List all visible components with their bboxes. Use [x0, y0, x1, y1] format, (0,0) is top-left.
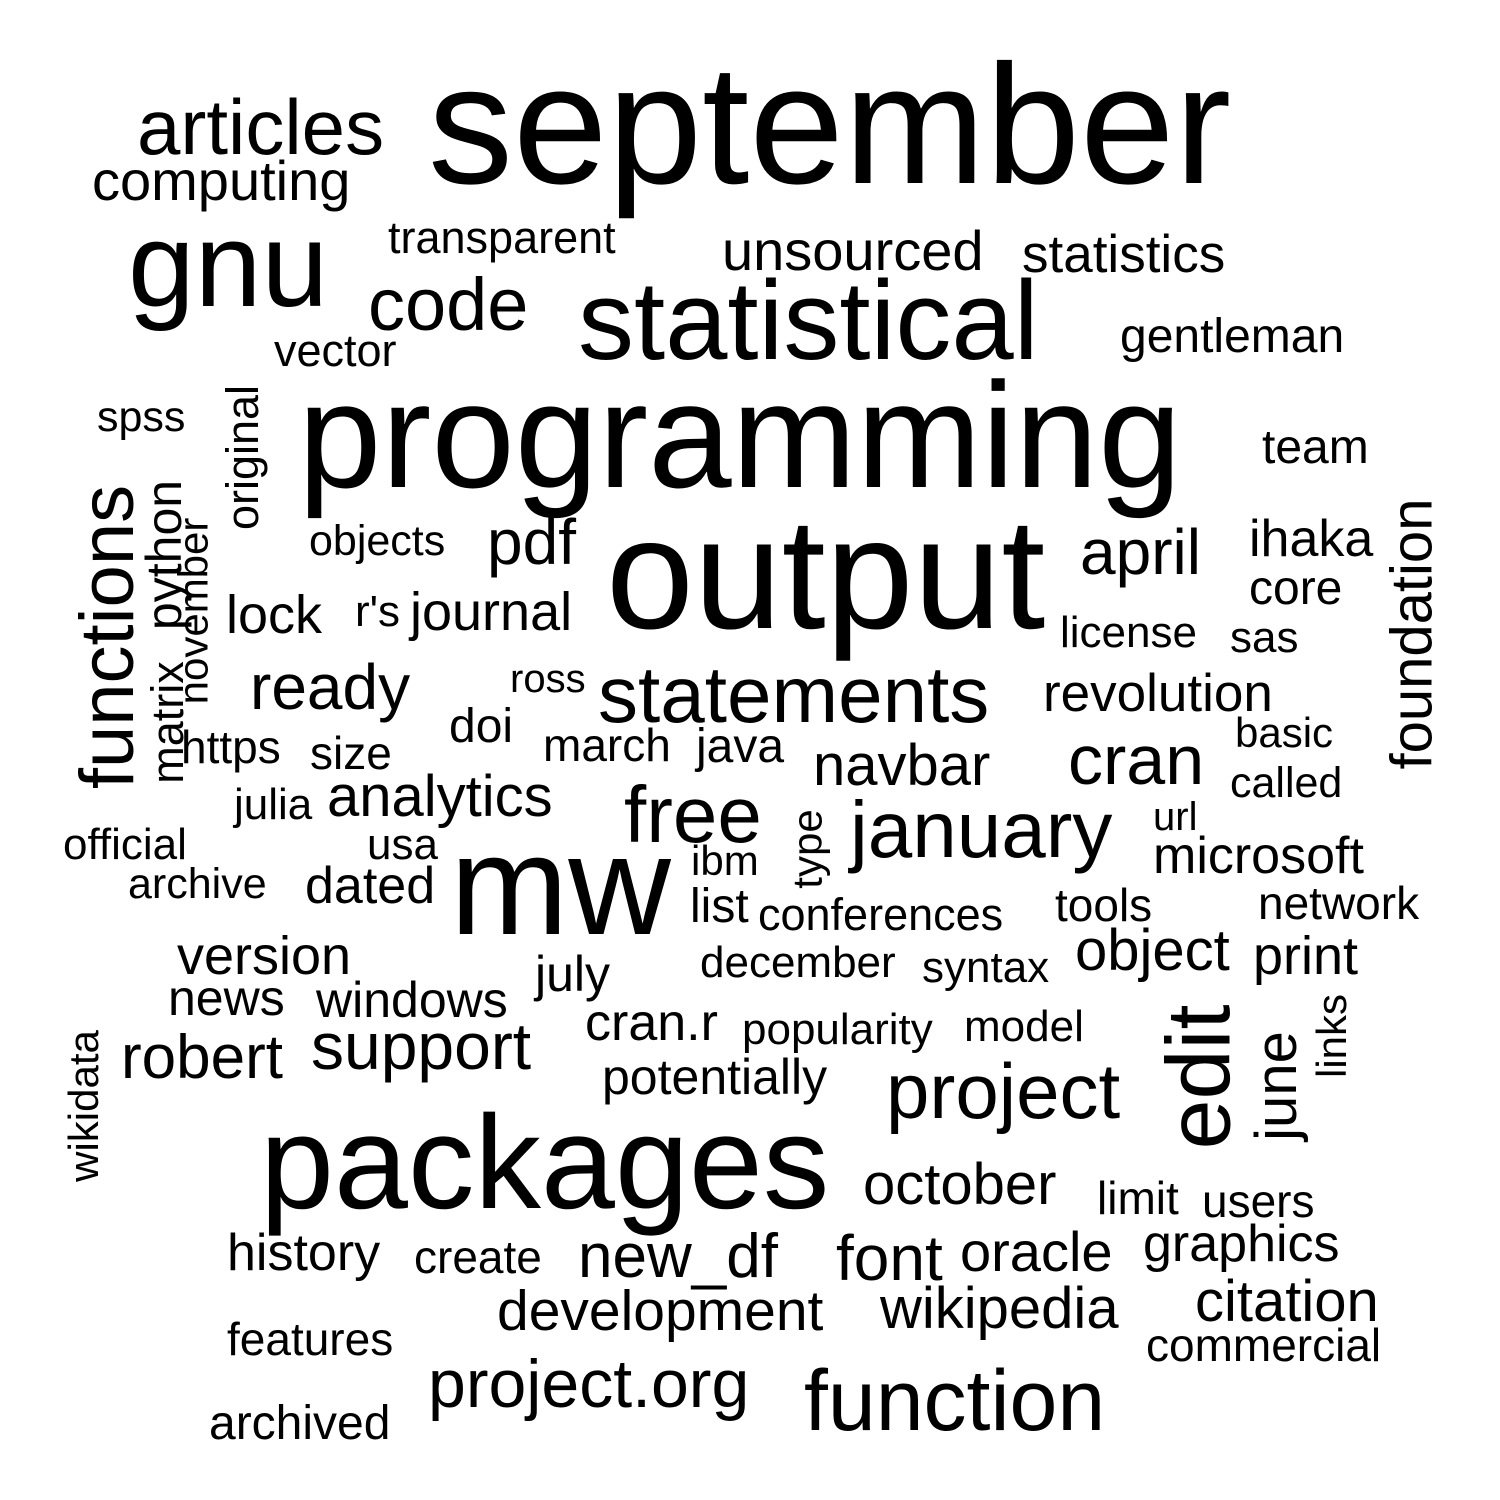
word-function: function — [804, 1353, 1106, 1449]
word-gentleman: gentleman — [1120, 310, 1345, 363]
word-type: type — [783, 809, 831, 889]
word-analytics: analytics — [327, 764, 553, 829]
word-archive: archive — [128, 860, 267, 908]
word-syntax: syntax — [922, 943, 1050, 992]
word-statements: statements — [598, 650, 990, 739]
word-revolution: revolution — [1043, 664, 1273, 723]
word-object: object — [1075, 918, 1230, 983]
word-march: march — [543, 719, 671, 771]
word-https: https — [181, 721, 281, 773]
word-project: project — [886, 1047, 1121, 1135]
word-called: called — [1230, 759, 1343, 807]
word-october: october — [863, 1152, 1057, 1217]
word-archived: archived — [209, 1397, 391, 1450]
word-r-s: r's — [355, 587, 401, 636]
word-official: official — [63, 820, 187, 869]
word-url: url — [1153, 795, 1198, 839]
word-font: font — [836, 1222, 943, 1294]
word-dated: dated — [305, 857, 436, 915]
word-spss: spss — [97, 393, 186, 441]
word-ibm: ibm — [691, 837, 759, 884]
word-popularity: popularity — [742, 1005, 933, 1054]
word-project-org: project.org — [428, 1346, 750, 1422]
word-cran: cran — [1068, 721, 1205, 799]
word-objects: objects — [309, 517, 446, 565]
word-june: june — [1243, 1031, 1309, 1141]
word-april: april — [1080, 516, 1201, 588]
word-free: free — [624, 770, 762, 859]
word-history: history — [227, 1224, 381, 1282]
word-functions: functions — [65, 484, 151, 790]
word-model: model — [964, 1002, 1084, 1051]
word-print: print — [1253, 926, 1359, 986]
word-july: july — [535, 946, 611, 1002]
word-oracle: oracle — [960, 1220, 1113, 1283]
word-julia: julia — [234, 780, 313, 829]
word-code: code — [368, 263, 529, 346]
word-doi: doi — [449, 700, 514, 753]
word-ihaka: ihaka — [1249, 510, 1374, 568]
word-wikidata: wikidata — [59, 1030, 107, 1182]
word-statistics: statistics — [1022, 225, 1226, 284]
word-vector: vector — [274, 325, 397, 376]
word-computing: computing — [92, 149, 351, 212]
word-wikipedia: wikipedia — [880, 1276, 1119, 1341]
word-ready: ready — [250, 651, 411, 723]
word-packages: packages — [260, 1089, 830, 1237]
word-lock: lock — [226, 585, 323, 645]
word-windows: windows — [316, 972, 508, 1028]
word-commercial: commercial — [1146, 1319, 1382, 1371]
word-development: development — [497, 1279, 824, 1343]
word-conferences: conferences — [758, 889, 1004, 940]
word-pdf: pdf — [487, 506, 576, 578]
word-articles: articles — [137, 83, 385, 171]
word-tools: tools — [1055, 879, 1153, 931]
word-usa: usa — [367, 820, 438, 869]
word-unsourced: unsourced — [722, 219, 984, 282]
word-programming: programming — [298, 351, 1182, 519]
word-foundation: foundation — [1379, 498, 1445, 770]
word-users: users — [1202, 1175, 1315, 1227]
word-size: size — [310, 727, 392, 779]
word-limit: limit — [1097, 1172, 1179, 1224]
word-original: original — [217, 384, 269, 531]
word-links: links — [1308, 993, 1356, 1079]
word-gnu: gnu — [128, 198, 329, 332]
word-navbar: navbar — [813, 733, 991, 798]
word-december: december — [700, 938, 896, 987]
word-potentially: potentially — [602, 1049, 828, 1105]
word-license: license — [1060, 608, 1197, 657]
word-new-df: new_df — [578, 1222, 778, 1291]
word-microsoft: microsoft — [1153, 827, 1364, 885]
word-edit: edit — [1149, 1004, 1250, 1150]
word-network: network — [1258, 877, 1420, 929]
word-basic: basic — [1235, 709, 1334, 756]
word-ross: ross — [510, 657, 586, 701]
word-cran-r: cran.r — [585, 994, 718, 1052]
word-java: java — [696, 720, 785, 773]
word-core: core — [1249, 562, 1343, 615]
word-september: september — [428, 30, 1232, 220]
word-team: team — [1262, 421, 1369, 474]
word-mw: mw — [450, 806, 671, 965]
word-list: list — [690, 880, 749, 933]
word-create: create — [414, 1231, 542, 1283]
word-version: version — [177, 926, 352, 986]
word-support: support — [311, 1009, 532, 1083]
word-january: january — [850, 785, 1113, 874]
word-features: features — [227, 1313, 394, 1365]
word-sas: sas — [1230, 613, 1299, 662]
word-citation: citation — [1195, 1269, 1379, 1334]
word-transparent: transparent — [388, 212, 616, 263]
word-journal: journal — [410, 582, 573, 642]
word-output: output — [606, 486, 1046, 662]
word-statistical: statistical — [578, 258, 1039, 383]
word-graphics: graphics — [1143, 1215, 1340, 1273]
word-robert: robert — [121, 1023, 283, 1092]
word-news: news — [168, 970, 285, 1026]
